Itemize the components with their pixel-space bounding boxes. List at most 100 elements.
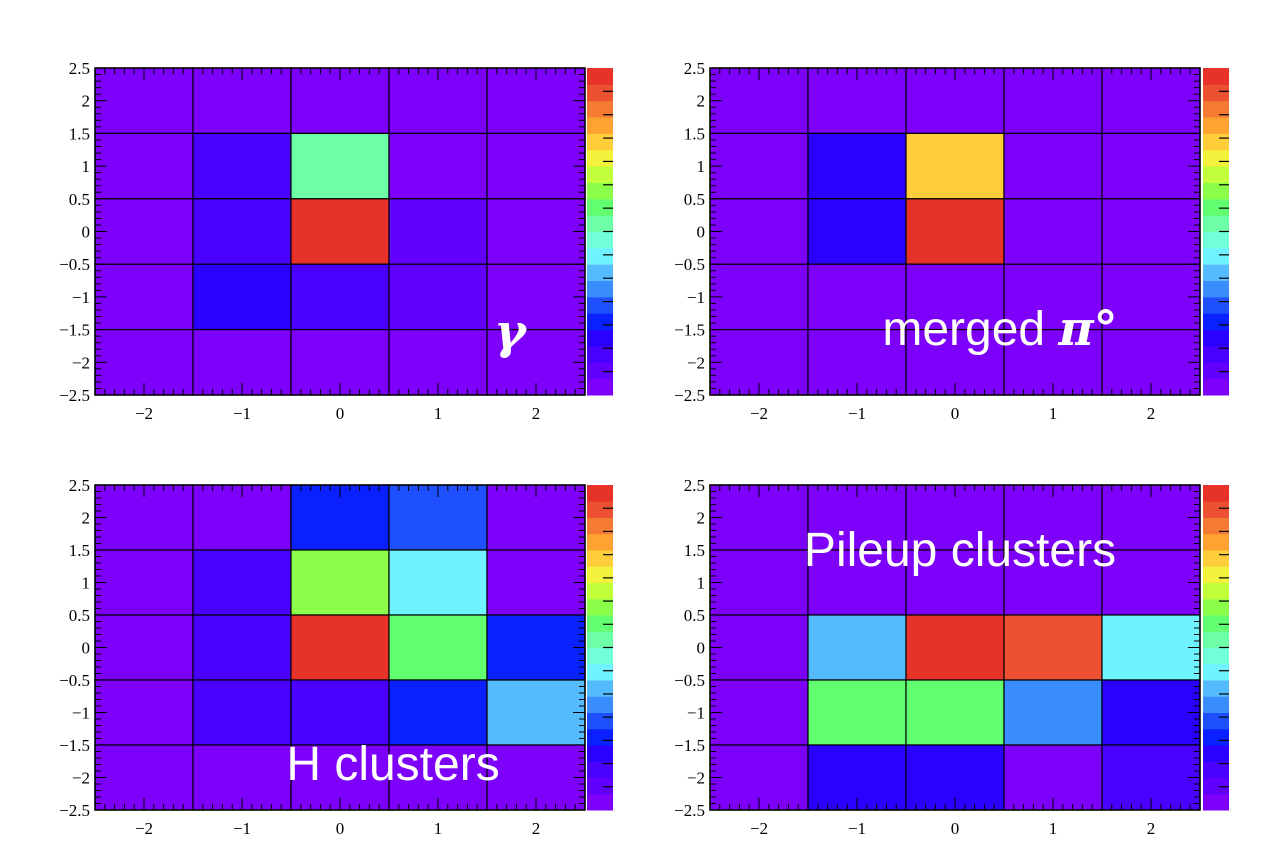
colorbar-segment	[1203, 680, 1229, 697]
y-tick-label: 0.5	[684, 190, 705, 209]
heatmap-cell	[388, 549, 488, 616]
heatmap-cell	[94, 679, 194, 746]
y-tick-label: 1.5	[69, 541, 90, 560]
colorbar-segment	[587, 566, 613, 583]
colorbar-segment	[587, 663, 613, 681]
x-tick-label: 2	[1147, 404, 1156, 423]
x-tick-label: −2	[750, 819, 768, 838]
colorbar-segment	[1203, 345, 1229, 363]
y-tick-label: 2.5	[69, 476, 90, 495]
x-tick-label: −2	[135, 819, 153, 838]
heatmap-cell	[1101, 614, 1201, 681]
x-tick-label: 1	[1049, 819, 1058, 838]
colorbar-segment	[1203, 84, 1229, 102]
y-tick-label: 0.5	[69, 606, 90, 625]
heatmap-cell	[94, 132, 194, 200]
y-tick-label: 2	[697, 509, 706, 528]
colorbar-segment	[1203, 663, 1229, 681]
heatmap-cell	[905, 614, 1005, 681]
y-tick-label: −1.5	[59, 736, 90, 755]
y-tick-label: −0.5	[674, 671, 705, 690]
colorbar-segment	[587, 615, 613, 632]
heatmap-cell	[905, 263, 1005, 331]
heatmap-cell	[807, 263, 907, 331]
colorbar-segment	[1203, 182, 1229, 200]
y-tick-label: 1.5	[69, 124, 90, 143]
colorbar-segment	[587, 712, 613, 730]
colorbar-segment	[1203, 777, 1229, 795]
y-tick-label: 2	[697, 92, 706, 111]
x-tick-label: −1	[233, 819, 251, 838]
colorbar-segment	[587, 647, 613, 665]
colorbar-segment	[587, 362, 613, 380]
heatmap-cell	[486, 679, 586, 746]
colorbar-segment	[587, 761, 613, 778]
heatmap-cell	[192, 263, 292, 331]
x-tick-label: 1	[434, 819, 443, 838]
y-tick-label: 2	[82, 92, 91, 111]
colorbar-segment	[1203, 647, 1229, 665]
y-tick-label: −2.5	[674, 801, 705, 820]
colorbar-segment	[587, 582, 613, 600]
colorbar-segment	[1203, 598, 1229, 616]
y-tick-label: −2.5	[59, 801, 90, 820]
y-tick-label: 0	[82, 639, 91, 658]
panel-label-greek: γ	[494, 304, 528, 360]
colorbar-segment	[1203, 728, 1229, 746]
y-tick-label: 1.5	[684, 124, 705, 143]
x-tick-label: 2	[532, 404, 541, 423]
panel-label-greek: π°	[1057, 301, 1117, 357]
heatmap-panel-2: −2 −1 0 1 2 2.5 2 1.5 1 0.5 0 −0.5 −1 −1.5 −2 −2.5 merge…	[674, 59, 1229, 423]
colorbar-segment	[587, 117, 613, 134]
colorbar-segment	[587, 793, 613, 811]
heatmap-cell	[94, 198, 194, 265]
colorbar-segment	[1203, 582, 1229, 600]
panel-label: merged π°	[882, 301, 1117, 357]
colorbar-segment	[587, 550, 613, 567]
y-tick-label: −2	[687, 769, 705, 788]
heatmap-cell	[486, 614, 586, 681]
y-tick-label: −1	[72, 704, 90, 723]
heatmap-cell	[486, 132, 586, 200]
colorbar-segment	[587, 264, 613, 282]
heatmap-cell	[290, 132, 390, 200]
y-tick-label: −0.5	[59, 255, 90, 274]
heatmap-cell	[905, 132, 1005, 200]
heatmap-cell	[709, 679, 809, 746]
colorbar-segment	[1203, 362, 1229, 380]
colorbar-segment	[587, 728, 613, 746]
colorbar-segment	[587, 313, 613, 331]
heatmap-cell	[290, 614, 390, 681]
y-tick-label: 2.5	[684, 59, 705, 78]
heatmap-cell	[1003, 263, 1103, 331]
colorbar-segment	[1203, 313, 1229, 331]
panel-label-text: H clusters	[286, 738, 499, 791]
y-tick-label: −2	[687, 353, 705, 372]
y-tick-label: 1	[697, 574, 706, 593]
y-tick-label: 1	[697, 157, 706, 176]
heatmap-cell	[486, 549, 586, 616]
colorbar-segment	[1203, 198, 1229, 216]
panel-label: Pileup clusters	[804, 524, 1116, 577]
colorbar-segment	[1203, 793, 1229, 811]
colorbar-segment	[1203, 566, 1229, 583]
heatmap-cell	[1003, 549, 1103, 616]
heatmap-cell	[94, 263, 194, 331]
heatmap-cell	[94, 614, 194, 681]
heatmap-cell	[192, 679, 292, 746]
heatmap-cell	[290, 679, 390, 746]
heatmap-cell	[192, 132, 292, 200]
panel-label: γ	[494, 304, 528, 360]
colorbar-segment	[587, 598, 613, 616]
heatmap-cell	[1003, 614, 1103, 681]
colorbar-segment	[1203, 149, 1229, 167]
heatmap-cell	[807, 614, 907, 681]
colorbar-segment	[587, 231, 613, 249]
heatmap-cell	[388, 614, 488, 681]
colorbar-segment	[1203, 100, 1229, 118]
colorbar-segment	[1203, 280, 1229, 298]
y-tick-label: 2.5	[69, 59, 90, 78]
colorbar-segment	[587, 149, 613, 167]
heatmap-cell	[192, 198, 292, 265]
heatmap-panel-1: −2 −1 0 1 2 2.5 2 1.5 1 0.5 0 −0.5 −1 −1.5 −2 −2.5 γ	[59, 59, 613, 423]
